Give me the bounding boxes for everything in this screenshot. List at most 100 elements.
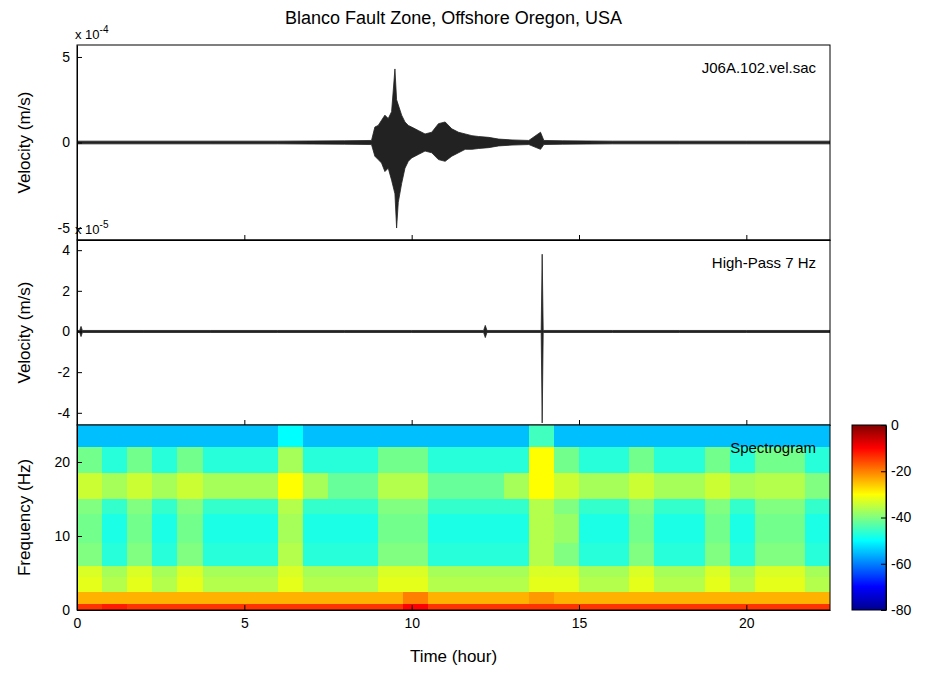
spectrogram-cell <box>303 577 328 592</box>
spectrogram-cell <box>504 425 529 447</box>
y-tick: 4 <box>62 242 82 258</box>
y-tick: -2 <box>58 364 82 380</box>
spectrogram-cell <box>705 499 730 514</box>
spectrogram-cell <box>353 577 378 592</box>
spectrogram-cell <box>353 473 378 499</box>
spectrogram-cell <box>479 473 504 499</box>
spectrogram-cell <box>654 566 679 577</box>
x-tick <box>244 420 245 425</box>
spectrogram-cell <box>378 566 403 577</box>
spectrogram-cell <box>152 425 177 447</box>
spectrogram-cell <box>102 499 127 514</box>
spectrogram-cell <box>629 447 654 473</box>
x-tick: 5 <box>241 605 249 631</box>
colorbar-tick-label: -80 <box>891 602 911 618</box>
spectrogram-cell <box>177 566 202 577</box>
spectrogram-cell <box>755 604 780 610</box>
y-tick-label: 0 <box>62 134 70 150</box>
x-tick-mark <box>746 420 747 425</box>
spectrogram-cell <box>529 577 554 592</box>
spectrogram-cell <box>203 543 228 565</box>
spectrogram-cell <box>604 592 629 605</box>
spectrogram-cell <box>454 566 479 577</box>
x-axis: 05101520 <box>74 605 831 631</box>
multiplier-exponent: -5 <box>100 219 109 230</box>
spectrogram-cell <box>805 604 830 610</box>
x-tick <box>412 235 413 240</box>
spectrogram-cell <box>805 592 830 605</box>
spectrogram-cell <box>679 543 704 565</box>
spectrogram-cell <box>454 604 479 610</box>
spectrogram-cell <box>679 473 704 499</box>
spectrogram-cell <box>278 425 303 447</box>
y-axis-multiplier: x 10-4 <box>75 24 109 42</box>
spectrogram-cell <box>228 499 253 514</box>
y-axis-title: Velocity (m/s) <box>15 91 34 193</box>
y-tick-label: 4 <box>62 242 70 258</box>
spectrogram-cell <box>403 499 428 514</box>
spectrogram-cell <box>203 447 228 473</box>
spectrogram-cell <box>152 447 177 473</box>
spectrogram-cell <box>805 566 830 577</box>
spectrogram-cell <box>579 499 604 514</box>
spectrogram-cell <box>454 592 479 605</box>
spectrogram-cell <box>328 447 353 473</box>
spectrogram-cell <box>705 592 730 605</box>
spectrogram-cell <box>679 447 704 473</box>
colorbar-tick-label: -40 <box>891 509 911 525</box>
spectrogram-cell <box>102 425 127 447</box>
spectrogram-cell <box>102 577 127 592</box>
spectrogram-cell <box>253 604 278 610</box>
spectrogram-cell <box>679 592 704 605</box>
spectrogram-cell <box>579 473 604 499</box>
spectrogram-cell <box>805 543 830 565</box>
spectrogram-cell <box>353 447 378 473</box>
spectrogram-cell <box>554 592 579 605</box>
multiplier-exponent: -4 <box>100 24 109 35</box>
spectrogram-cell <box>755 473 780 499</box>
spectrogram-cell <box>152 592 177 605</box>
spectrogram-cell <box>604 447 629 473</box>
spectrogram-cell <box>127 447 152 473</box>
spectrogram-cell <box>278 543 303 565</box>
spectrogram-cell <box>253 566 278 577</box>
spectrogram-cell <box>378 604 403 610</box>
x-tick <box>579 420 580 425</box>
spectrogram-cell <box>77 425 102 447</box>
spectrogram-cell <box>654 447 679 473</box>
x-tick: 15 <box>572 605 588 631</box>
spectrogram-cell <box>780 473 805 499</box>
y-axis-title: Frequency (Hz) <box>15 459 34 576</box>
spectrogram-cell <box>504 473 529 499</box>
spectrogram-cell <box>554 425 579 447</box>
plot-area <box>77 425 830 610</box>
spectrogram-cell <box>328 592 353 605</box>
y-tick-mark <box>77 143 82 144</box>
spectrogram-cell <box>730 592 755 605</box>
colorbar-axis: 0-20-40-60-80 <box>881 417 911 618</box>
spectrogram-cell <box>353 514 378 544</box>
spectrogram-cell <box>228 514 253 544</box>
x-tick-mark <box>579 235 580 240</box>
spectrogram-cell <box>102 514 127 544</box>
plot-frame <box>77 45 830 240</box>
spectrogram-cell <box>529 543 554 565</box>
y-axis: -4-2024 <box>58 241 82 426</box>
spectrogram-cell <box>604 566 629 577</box>
spectrogram-cell <box>403 425 428 447</box>
y-tick-mark <box>77 462 82 463</box>
waveform <box>77 254 830 423</box>
spectrogram-cell <box>755 566 780 577</box>
spectrogram-cell <box>604 577 629 592</box>
spectrogram-cell <box>152 514 177 544</box>
y-tick-mark <box>77 372 82 373</box>
spectrogram-cell <box>253 447 278 473</box>
spectrogram-cell <box>454 577 479 592</box>
spectrogram-cell <box>228 604 253 610</box>
spectrogram-cell <box>253 473 278 499</box>
x-tick-label: 20 <box>739 615 755 631</box>
spectrogram-cell <box>353 604 378 610</box>
panel-label: Spectrogram <box>730 439 816 456</box>
spectrogram-cell <box>303 592 328 605</box>
spectrogram-cell <box>579 514 604 544</box>
